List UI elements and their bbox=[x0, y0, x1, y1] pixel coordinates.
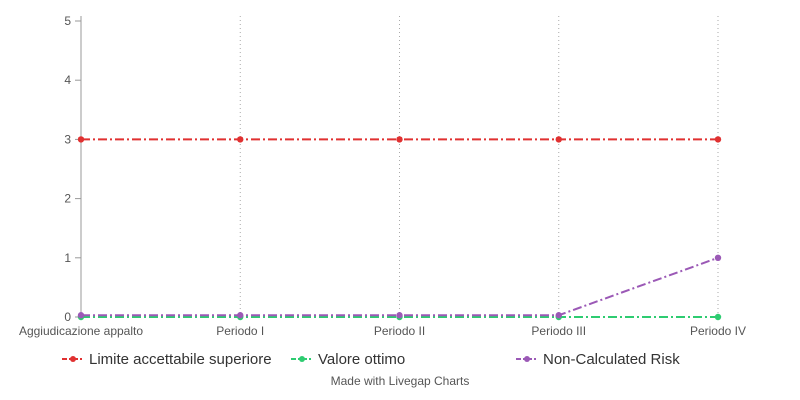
legend-swatch-limite bbox=[62, 356, 84, 362]
legend-swatch-dot bbox=[70, 356, 76, 362]
legend-item-limite[interactable]: Limite accettabile superiore bbox=[62, 348, 272, 370]
data-point-2 bbox=[396, 312, 403, 319]
data-point-0 bbox=[396, 136, 403, 143]
data-point-0 bbox=[555, 136, 562, 143]
data-point-2 bbox=[77, 312, 85, 319]
legend-swatch-dot bbox=[299, 356, 305, 362]
legend-label-non-calculated: Non-Calculated Risk bbox=[543, 350, 680, 368]
legend-swatch-dot bbox=[524, 356, 530, 362]
line-chart: 0 1 2 3 4 5 Aggiudicazione appalto Periodo I Per… bbox=[19, 14, 746, 338]
credit-text: Made with Livegap Charts bbox=[330, 374, 470, 388]
data-point-2 bbox=[237, 312, 244, 319]
data-point-1 bbox=[714, 313, 722, 321]
x-tick-label: Periodo IV bbox=[690, 324, 746, 338]
y-tick-label: 1 bbox=[64, 251, 71, 265]
x-tick-label: Periodo II bbox=[374, 324, 425, 338]
series-line-2 bbox=[81, 256, 719, 317]
y-tick-label: 3 bbox=[64, 132, 71, 146]
chart-legend: Limite accettabile superiore Valore otti… bbox=[0, 348, 800, 370]
legend-label-limite: Limite accettabile superiore bbox=[89, 350, 272, 368]
legend-swatch-non-calculated bbox=[516, 356, 538, 362]
y-tick-label: 0 bbox=[64, 310, 71, 324]
data-point-0 bbox=[714, 136, 722, 143]
y-tick-label: 4 bbox=[64, 73, 71, 87]
data-point-0 bbox=[237, 136, 244, 143]
data-point-2 bbox=[714, 254, 722, 261]
x-tick-label: Periodo I bbox=[216, 324, 264, 338]
y-tick-label: 2 bbox=[64, 192, 71, 206]
y-tick-label: 5 bbox=[64, 14, 71, 28]
legend-swatch-valore bbox=[291, 356, 313, 362]
legend-label-valore: Valore ottimo bbox=[318, 350, 406, 368]
legend-item-valore[interactable]: Valore ottimo bbox=[291, 348, 405, 370]
legend-item-non-calculated[interactable]: Non-Calculated Risk bbox=[516, 348, 680, 370]
x-tick-label: Periodo III bbox=[531, 324, 586, 338]
data-point-0 bbox=[77, 136, 85, 143]
x-tick-label: Aggiudicazione appalto bbox=[19, 324, 143, 338]
data-point-2 bbox=[555, 312, 562, 319]
